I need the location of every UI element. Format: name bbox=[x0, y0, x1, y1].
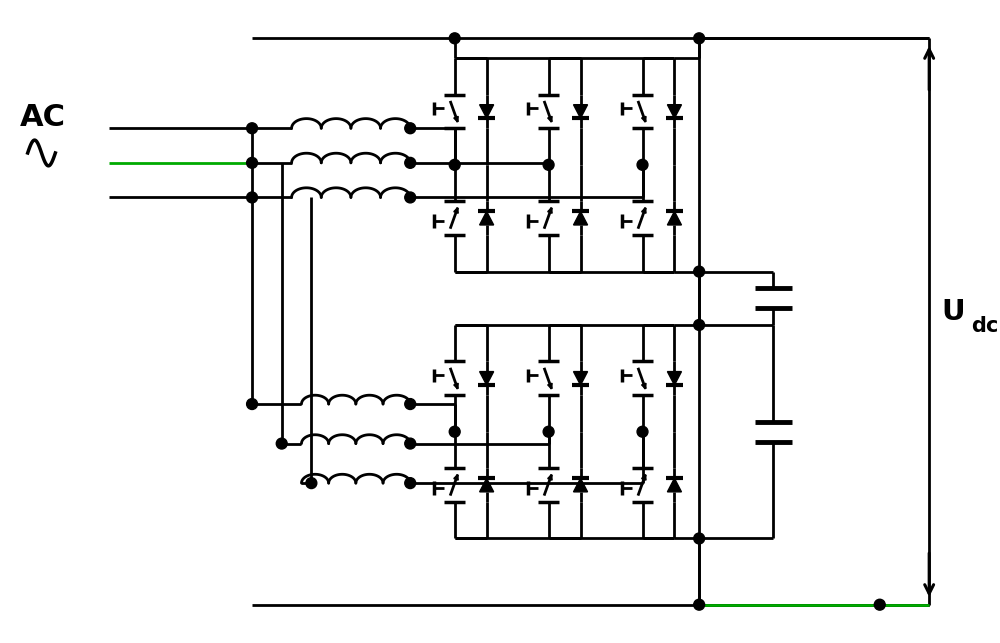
Circle shape bbox=[247, 399, 257, 410]
Polygon shape bbox=[480, 212, 494, 225]
Circle shape bbox=[543, 159, 554, 170]
Polygon shape bbox=[574, 478, 588, 492]
Polygon shape bbox=[574, 105, 588, 118]
Circle shape bbox=[247, 123, 257, 134]
Circle shape bbox=[405, 192, 416, 203]
Circle shape bbox=[405, 123, 416, 134]
Circle shape bbox=[694, 533, 705, 544]
Polygon shape bbox=[667, 478, 681, 492]
Circle shape bbox=[874, 599, 885, 610]
Circle shape bbox=[694, 266, 705, 277]
Circle shape bbox=[247, 158, 257, 168]
Circle shape bbox=[405, 438, 416, 449]
Circle shape bbox=[694, 599, 705, 610]
Polygon shape bbox=[454, 208, 458, 213]
Polygon shape bbox=[667, 212, 681, 225]
Polygon shape bbox=[480, 105, 494, 118]
Circle shape bbox=[694, 320, 705, 331]
Circle shape bbox=[543, 426, 554, 437]
Polygon shape bbox=[454, 475, 458, 480]
Circle shape bbox=[247, 192, 257, 203]
Circle shape bbox=[306, 478, 317, 489]
Polygon shape bbox=[574, 212, 588, 225]
Polygon shape bbox=[642, 208, 646, 213]
Polygon shape bbox=[642, 475, 646, 480]
Circle shape bbox=[449, 159, 460, 170]
Text: $\mathbf{dc}$: $\mathbf{dc}$ bbox=[971, 316, 999, 336]
Polygon shape bbox=[548, 475, 552, 480]
Polygon shape bbox=[642, 383, 646, 389]
Polygon shape bbox=[480, 478, 494, 492]
Circle shape bbox=[694, 33, 705, 44]
Text: $\mathbf{U}$: $\mathbf{U}$ bbox=[941, 298, 964, 325]
Circle shape bbox=[637, 426, 648, 437]
Circle shape bbox=[637, 159, 648, 170]
Circle shape bbox=[276, 438, 287, 449]
Polygon shape bbox=[454, 116, 458, 122]
Circle shape bbox=[449, 426, 460, 437]
Polygon shape bbox=[574, 372, 588, 385]
Polygon shape bbox=[548, 116, 552, 122]
Polygon shape bbox=[548, 208, 552, 213]
Polygon shape bbox=[454, 383, 458, 389]
Polygon shape bbox=[667, 105, 681, 118]
Circle shape bbox=[405, 478, 416, 489]
Polygon shape bbox=[642, 116, 646, 122]
Polygon shape bbox=[480, 372, 494, 385]
Polygon shape bbox=[548, 383, 552, 389]
Polygon shape bbox=[667, 372, 681, 385]
Text: AC: AC bbox=[20, 103, 66, 132]
Circle shape bbox=[449, 33, 460, 44]
Circle shape bbox=[405, 399, 416, 410]
Circle shape bbox=[405, 158, 416, 168]
